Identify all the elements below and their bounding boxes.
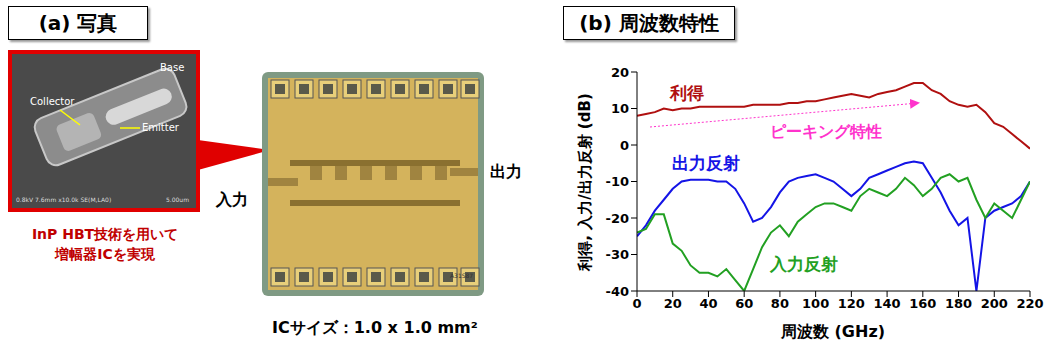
svg-text:120: 120 (838, 296, 865, 311)
svg-text:100: 100 (802, 296, 829, 311)
html-text:0.8kV 7.6mm x10.0k SE(M,LA0): 0.8kV 7.6mm x10.0k SE(M,LA0) (16, 196, 112, 203)
svg-text:10: 10 (611, 101, 629, 116)
html-text:出力: 出力 (490, 162, 522, 181)
html-text:5.00um: 5.00um (166, 196, 189, 203)
html-text:Emitter: Emitter (142, 122, 179, 133)
svg-text:200: 200 (981, 296, 1008, 311)
html-text:入力: 入力 (216, 190, 248, 209)
svg-text:80: 80 (771, 296, 789, 311)
svg-text:220: 220 (1016, 296, 1043, 311)
svg-text:0: 0 (620, 138, 629, 153)
html-text:ピーキング特性: ピーキング特性 (770, 122, 882, 141)
svg-text:40: 40 (699, 296, 717, 311)
svg-text:60: 60 (735, 296, 753, 311)
svg-text:0: 0 (632, 296, 641, 311)
svg-text:20: 20 (611, 65, 629, 80)
html-text:(b) 周波数特性: (b) 周波数特性 (579, 10, 719, 35)
html-text:Base: Base (160, 62, 185, 73)
html-text:ICサイズ：1.0 x 1.0 mm²: ICサイズ：1.0 x 1.0 mm² (272, 318, 478, 337)
svg-text:180: 180 (945, 296, 972, 311)
html-text:入力反射: 入力反射 (770, 254, 838, 274)
html-text:A31S87: A31S87 (450, 272, 474, 279)
svg-text:-40: -40 (606, 284, 630, 299)
svg-text:160: 160 (909, 296, 936, 311)
svg-text:20: 20 (664, 296, 682, 311)
html-text:Collector: Collector (30, 96, 75, 107)
html-text:出力反射: 出力反射 (672, 153, 740, 173)
html-text:(a) 写真: (a) 写真 (38, 10, 118, 35)
html-text:周波数 (GHz): 周波数 (GHz) (781, 322, 885, 341)
svg-text:-30: -30 (606, 247, 630, 262)
svg-text:-10: -10 (606, 174, 630, 189)
html-text:利得, 入力/出力反射 (dB): 利得, 入力/出力反射 (dB) (575, 93, 594, 271)
html-text:利得: 利得 (670, 83, 704, 103)
svg-text:140: 140 (874, 296, 901, 311)
svg-text:-20: -20 (606, 211, 630, 226)
html-text:増幅器ICを実現: 増幅器ICを実現 (55, 246, 155, 262)
html-text:InP HBT技術を用いて: InP HBT技術を用いて (31, 226, 179, 242)
